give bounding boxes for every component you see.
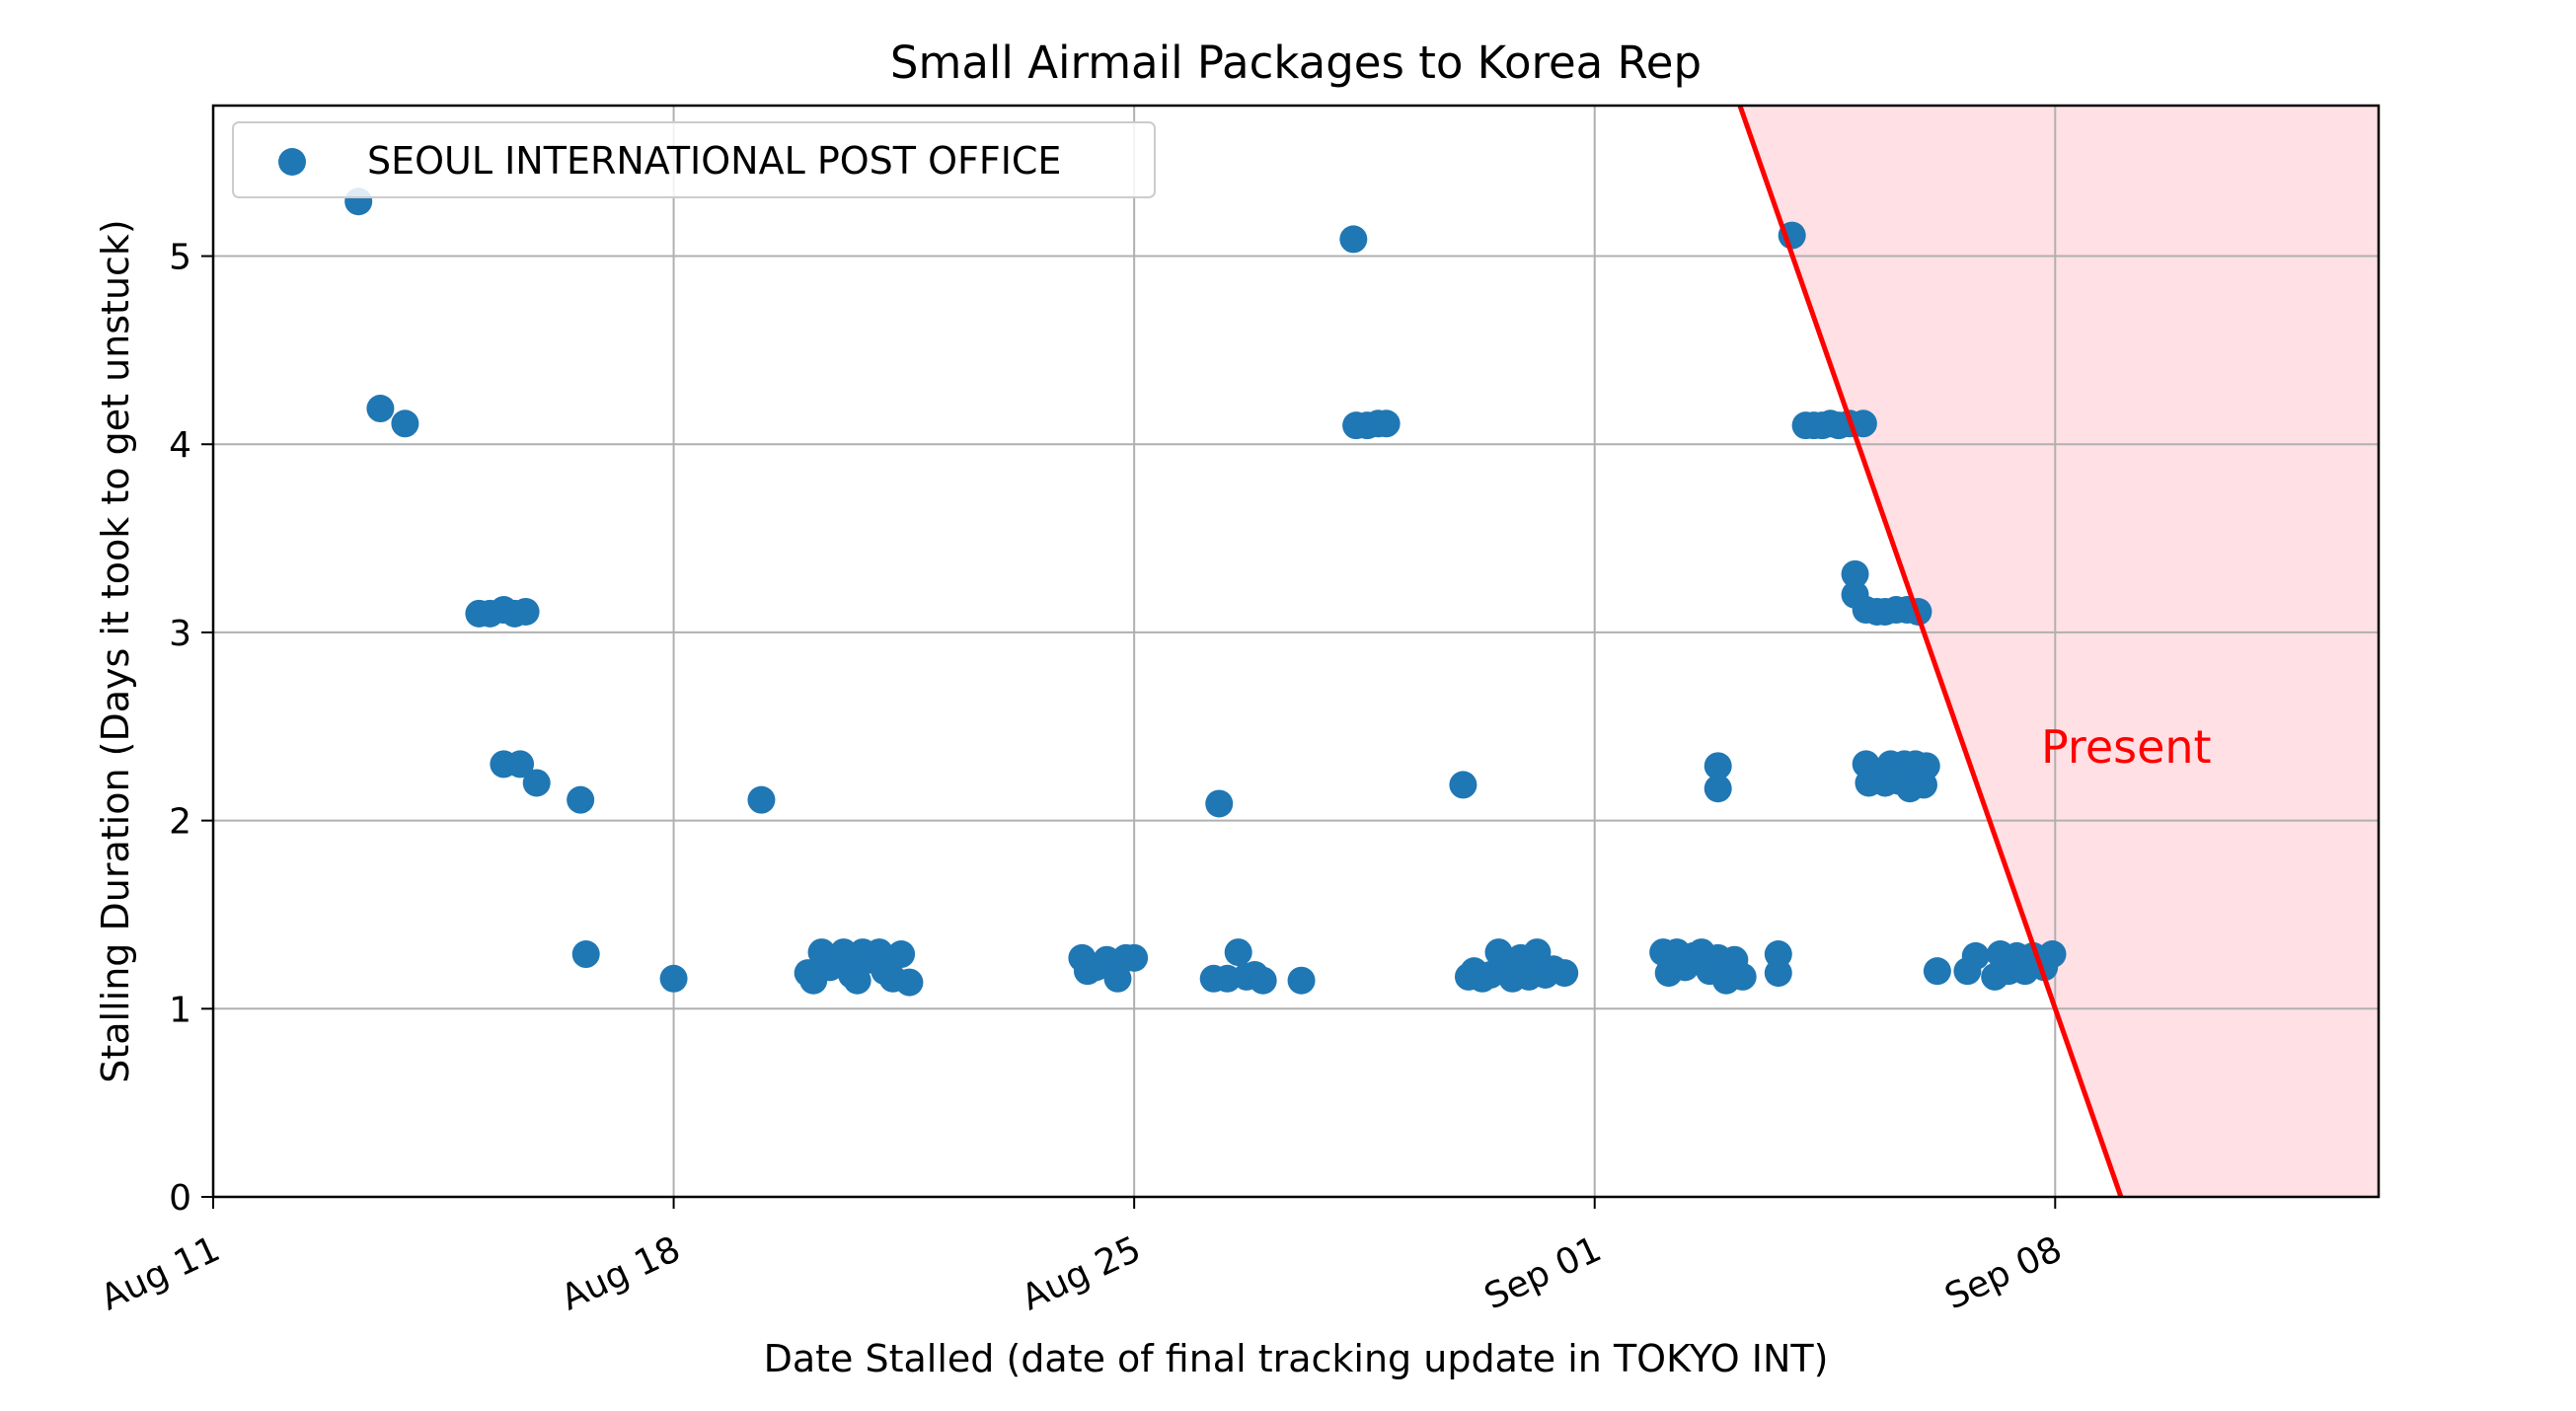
data-point xyxy=(391,409,419,438)
y-tick-label: 2 xyxy=(169,802,191,843)
data-point xyxy=(567,785,595,814)
data-point xyxy=(1205,789,1234,818)
y-axis-label: Stalling Duration (Days it took to get u… xyxy=(94,219,137,1083)
data-point xyxy=(2038,940,2067,969)
data-point xyxy=(895,968,924,997)
data-point xyxy=(506,750,535,779)
x-axis-label: Date Stalled (date of final tracking upd… xyxy=(764,1337,1829,1380)
data-point xyxy=(1704,775,1732,803)
data-point xyxy=(1912,752,1940,780)
data-point xyxy=(1523,938,1552,967)
data-point xyxy=(1704,752,1732,780)
data-point xyxy=(522,769,551,797)
data-point xyxy=(366,395,395,423)
data-point xyxy=(1849,409,1877,438)
present-shaded-region xyxy=(1739,106,2379,1197)
data-point xyxy=(747,785,776,814)
data-point xyxy=(1120,943,1149,972)
data-point xyxy=(659,964,688,993)
data-point xyxy=(1249,966,1277,995)
present-annotation: Present xyxy=(2041,720,2212,774)
data-point xyxy=(511,597,540,626)
data-point xyxy=(1728,962,1757,991)
legend-box xyxy=(232,121,1156,198)
y-tick-label: 0 xyxy=(169,1178,191,1219)
data-point xyxy=(571,940,600,969)
data-point xyxy=(1764,959,1792,988)
legend-marker xyxy=(278,148,306,176)
y-tick-label: 4 xyxy=(169,425,191,466)
data-point xyxy=(887,940,916,969)
data-point xyxy=(1923,957,1951,986)
data-point xyxy=(1339,225,1368,254)
data-point xyxy=(1224,938,1252,967)
data-point xyxy=(1449,771,1477,799)
data-point xyxy=(1961,941,1990,970)
data-point xyxy=(1372,409,1401,438)
y-tick-label: 1 xyxy=(169,990,191,1030)
data-point xyxy=(1841,559,1869,588)
legend-label: SEOUL INTERNATIONAL POST OFFICE xyxy=(367,139,1061,183)
legend: SEOUL INTERNATIONAL POST OFFICE xyxy=(232,121,1156,198)
y-tick-label: 5 xyxy=(169,238,191,278)
present-line xyxy=(1737,106,2124,1197)
data-point xyxy=(1287,966,1316,995)
chart-title: Small Airmail Packages to Korea Rep xyxy=(890,37,1702,89)
data-point xyxy=(829,938,858,967)
data-point xyxy=(1551,959,1579,988)
y-tick-label: 3 xyxy=(169,614,191,654)
data-point xyxy=(1103,964,1132,993)
data-point xyxy=(843,966,871,995)
plot-frame xyxy=(211,104,2381,1199)
